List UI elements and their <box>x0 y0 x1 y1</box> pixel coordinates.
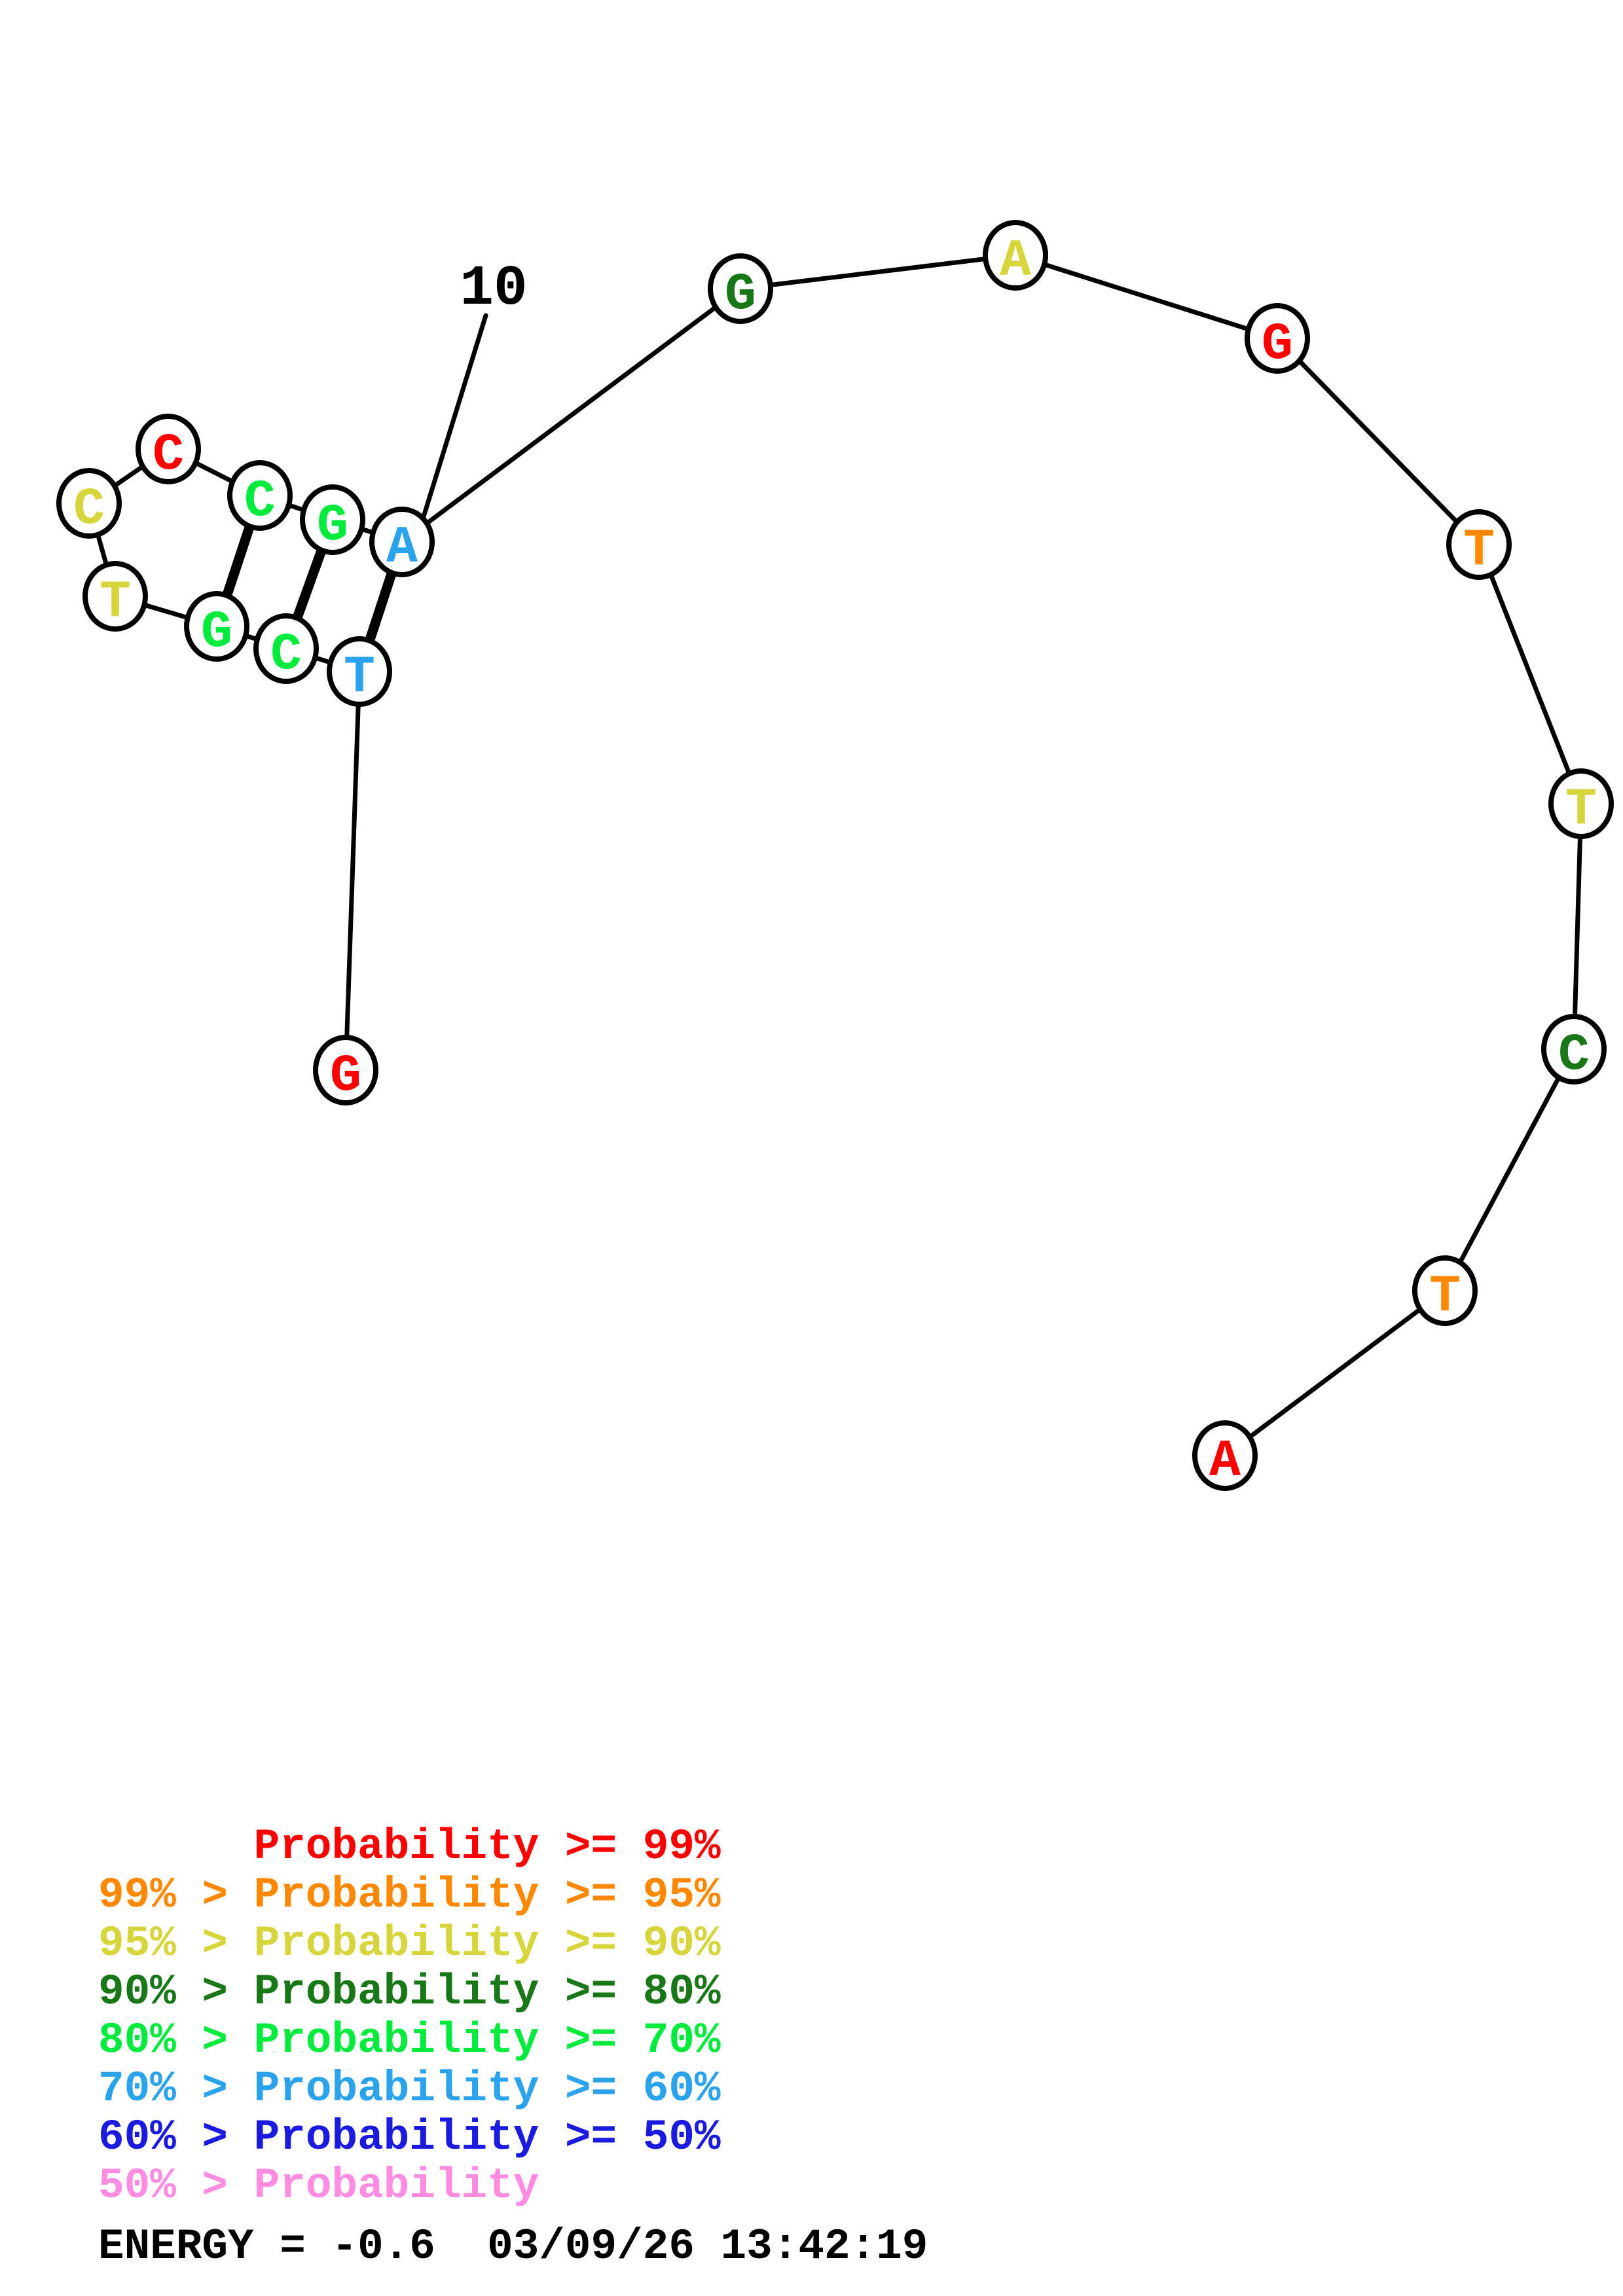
base-node-circle <box>82 561 148 632</box>
base-letter: G <box>725 265 756 325</box>
base-node-circle <box>1446 509 1512 580</box>
base-node-circle <box>227 460 293 531</box>
legend-row-3: 90% > Probability >= 80% <box>98 1967 721 2017</box>
legend-row-7: 50% > Probability <box>98 2161 539 2210</box>
base-letter: A <box>1209 1432 1241 1492</box>
base-letter: C <box>73 480 105 539</box>
base-node-circle <box>300 484 365 555</box>
legend-row-0: Probability >= 99% <box>98 1822 721 1871</box>
backbone-edge-13-14 <box>1275 336 1482 547</box>
base-node-17-T: T <box>1412 1255 1478 1327</box>
base-letter: A <box>386 518 418 578</box>
base-letter: C <box>153 425 184 485</box>
base-node-9-G: G <box>300 484 365 556</box>
base-letter: T <box>344 648 375 708</box>
base-node-circle <box>253 613 319 684</box>
base-node-circle <box>327 636 392 707</box>
base-node-18-A: A <box>1192 1420 1258 1492</box>
base-node-1-G: G <box>313 1035 378 1106</box>
base-letter: T <box>1429 1267 1461 1327</box>
base-letter: C <box>1558 1026 1590 1085</box>
backbone-edge-16-17 <box>1442 1047 1577 1293</box>
base-node-circle <box>1412 1255 1478 1326</box>
backbone-edge-17-18 <box>1222 1288 1448 1458</box>
base-node-4-G: G <box>184 591 249 662</box>
base-node-15-T: T <box>1548 768 1614 840</box>
base-letter: T <box>1463 521 1495 581</box>
base-node-circle <box>56 468 122 539</box>
backbone-edge-14-15 <box>1476 542 1584 806</box>
base-node-3-C: C <box>253 613 319 685</box>
base-letter: A <box>1000 232 1032 291</box>
base-letter: T <box>100 573 131 632</box>
base-node-circle <box>1245 303 1310 374</box>
base-node-2-T: T <box>327 636 392 708</box>
base-node-8-C: C <box>227 460 293 531</box>
base-node-circle <box>1541 1014 1607 1085</box>
base-letter: G <box>317 496 348 556</box>
base-letter: G <box>201 603 232 662</box>
legend-row-4: 80% > Probability >= 70% <box>98 2016 721 2065</box>
base-node-16-C: C <box>1541 1014 1607 1085</box>
base-letter: C <box>270 625 302 685</box>
sequence-position-label: 10 <box>460 257 527 321</box>
backbone-edge-15-16 <box>1571 801 1584 1052</box>
base-node-circle <box>1192 1420 1258 1491</box>
base-node-5-T: T <box>82 561 148 632</box>
base-node-7-C: C <box>136 414 201 485</box>
legend-row-5: 70% > Probability >= 60% <box>98 2064 721 2113</box>
base-node-6-C: C <box>56 468 122 539</box>
backbone-edge-1-2 <box>343 669 362 1073</box>
legend-row-6: 60% > Probability >= 50% <box>98 2113 721 2162</box>
base-node-circle <box>708 253 773 324</box>
base-node-10-A: A <box>369 507 435 578</box>
base-letter: C <box>244 472 276 531</box>
base-node-12-A: A <box>983 220 1048 291</box>
base-letter: G <box>1262 315 1293 374</box>
base-node-circle <box>313 1035 378 1105</box>
base-node-circle <box>1548 768 1614 839</box>
base-letter: G <box>330 1047 361 1106</box>
base-node-11-G: G <box>708 253 773 325</box>
base-node-14-T: T <box>1446 509 1512 581</box>
position-label-pointer-line <box>416 313 488 534</box>
legend-row-2: 95% > Probability >= 90% <box>98 1919 721 1968</box>
base-node-circle <box>136 414 201 484</box>
energy-timestamp-line: ENERGY = -0.6 03/09/26 13:42:19 <box>98 2222 928 2271</box>
base-letter: T <box>1565 780 1597 840</box>
backbone-edge-12-13 <box>1013 253 1280 341</box>
base-node-13-G: G <box>1245 303 1310 374</box>
backbone-edge-11-12 <box>738 253 1018 291</box>
base-node-circle <box>983 220 1048 291</box>
base-node-circle <box>369 507 435 577</box>
legend-row-1: 99% > Probability >= 95% <box>98 1871 721 1920</box>
backbone-edge-10-11 <box>399 286 743 545</box>
probability-legend: Probability >= 99% 99% > Probability >= 9… <box>98 1823 721 2210</box>
base-node-circle <box>184 591 249 662</box>
